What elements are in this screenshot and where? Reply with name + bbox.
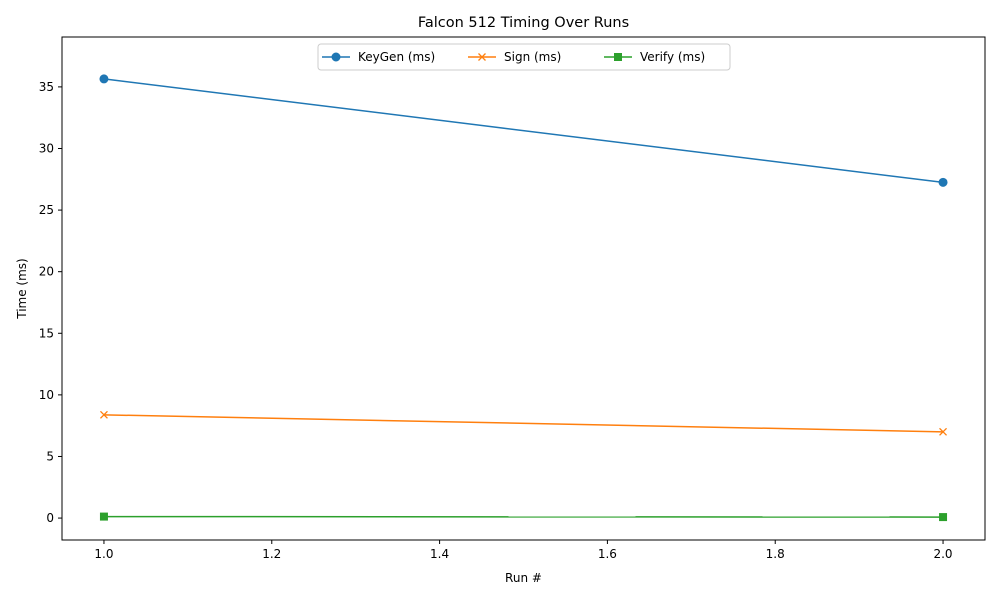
series-line-2: [103, 515, 944, 518]
x-tick-label-5: 2.0: [933, 547, 952, 561]
x-tick-label-2: 1.4: [430, 547, 449, 561]
legend: KeyGen (ms) Sign (ms) Verify (ms): [317, 43, 731, 71]
series-line-1: [103, 414, 944, 433]
data-point-0-1: [938, 177, 948, 187]
data-point-1-0: [99, 410, 108, 419]
plot-area: [99, 74, 948, 522]
x-tick-label-1: 1.2: [262, 547, 281, 561]
y-tick-label-5: 25: [39, 203, 54, 217]
legend-label-2: Verify (ms): [640, 50, 705, 64]
y-tick-label-3: 15: [39, 326, 54, 340]
y-tick-label-7: 35: [39, 80, 54, 94]
x-tick-label-4: 1.8: [766, 547, 785, 561]
y-axis: 0 5 10 15 20 25 30 35: [39, 80, 62, 525]
y-tick-label-2: 10: [39, 388, 54, 402]
axes-frame: [61, 36, 986, 541]
legend-label-1: Sign (ms): [504, 50, 561, 64]
legend-marker-2: [614, 53, 622, 61]
y-tick-label-1: 5: [46, 449, 54, 463]
x-tick-label-0: 1.0: [94, 547, 113, 561]
data-point-2-0: [99, 512, 108, 521]
legend-label-0: KeyGen (ms): [358, 50, 435, 64]
x-axis-label: Run #: [505, 571, 542, 585]
chart-title: Falcon 512 Timing Over Runs: [418, 15, 629, 31]
y-tick-label-6: 30: [39, 141, 54, 155]
series-line-0: [103, 78, 944, 184]
x-tick-label-3: 1.6: [598, 547, 617, 561]
legend-marker-0: [331, 52, 341, 62]
data-point-0-0: [99, 74, 109, 84]
y-tick-label-0: 0: [46, 511, 54, 525]
data-point-1-1: [939, 427, 948, 436]
legend-box: [317, 43, 731, 71]
x-axis: 1.0 1.2 1.4 1.6 1.8 2.0: [94, 540, 953, 561]
y-tick-label-4: 20: [39, 265, 54, 279]
legend-marker-1: [478, 53, 486, 61]
y-axis-label: Time (ms): [15, 258, 29, 320]
data-point-2-1: [939, 513, 948, 522]
